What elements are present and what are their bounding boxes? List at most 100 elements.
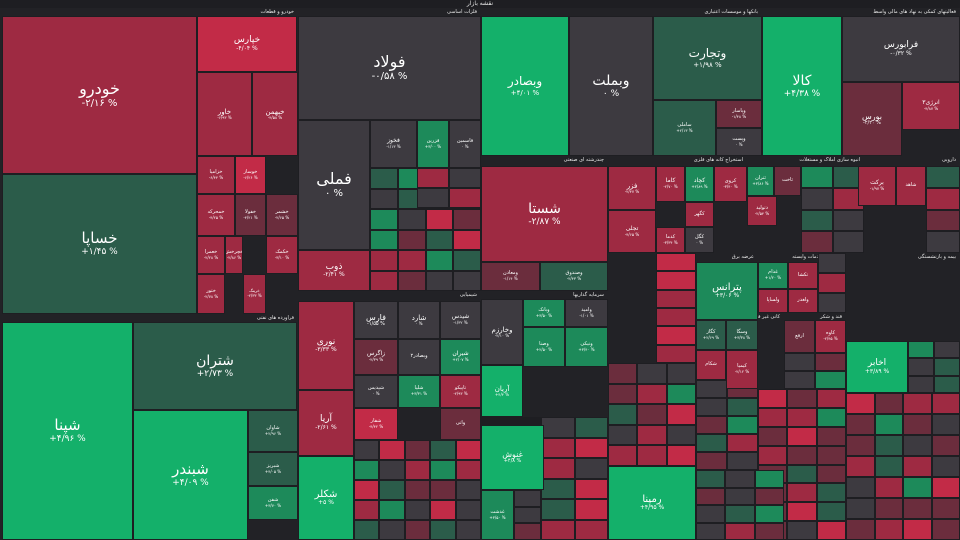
stock-tile[interactable]: خوساز -۶/۲۶ % (235, 156, 266, 194)
stock-tile[interactable] (397, 250, 426, 271)
stock-tile[interactable] (370, 168, 398, 189)
stock-tile[interactable] (404, 480, 431, 500)
stock-tile[interactable] (801, 209, 833, 232)
stock-tile[interactable] (874, 456, 903, 477)
stock-tile[interactable]: غنوش +۴/۸ % (481, 425, 544, 490)
stock-tile[interactable]: ولساپا (758, 289, 788, 313)
stock-tile[interactable] (727, 452, 758, 470)
stock-tile[interactable] (696, 416, 727, 434)
stock-tile[interactable] (903, 435, 932, 456)
stock-tile[interactable] (926, 187, 960, 210)
stock-tile[interactable] (430, 460, 456, 480)
stock-tile[interactable] (846, 498, 875, 519)
stock-tile[interactable] (514, 523, 541, 540)
stock-tile[interactable]: برکت -۱/۹۷ % (858, 166, 896, 206)
stock-tile[interactable]: خعمرا -۲/۲۸ % (197, 236, 225, 274)
stock-tile[interactable]: کروی -۳/۴۰ % (714, 166, 747, 202)
stock-tile[interactable] (637, 363, 667, 384)
stock-tile[interactable] (846, 435, 875, 456)
stock-tile[interactable] (425, 209, 454, 230)
stock-tile[interactable] (696, 487, 726, 505)
stock-tile[interactable] (404, 460, 431, 480)
stock-tile[interactable] (696, 452, 727, 470)
stock-tile[interactable] (903, 498, 932, 519)
stock-tile[interactable] (754, 505, 784, 523)
stock-tile[interactable] (727, 398, 758, 416)
stock-tile[interactable]: وپاسار -۱/۴۸ % (716, 100, 762, 128)
stock-tile[interactable]: وبملت ۰ % (569, 16, 653, 156)
stock-tile[interactable] (666, 445, 696, 466)
stock-tile[interactable] (816, 464, 846, 484)
stock-tile[interactable]: شپنا +۴/۹۶ % (2, 322, 133, 540)
stock-tile[interactable]: انرژی۳ -۴/۸۷ % (902, 82, 960, 130)
stock-tile[interactable] (758, 389, 788, 408)
stock-tile[interactable]: فولاد -۰/۵۸ % (298, 16, 481, 120)
stock-tile[interactable] (370, 229, 398, 250)
stock-tile[interactable] (453, 250, 481, 271)
stock-tile[interactable] (354, 440, 380, 460)
stock-tile[interactable] (370, 188, 398, 209)
stock-tile[interactable] (784, 371, 815, 389)
stock-tile[interactable] (934, 341, 960, 359)
stock-tile[interactable] (397, 270, 426, 291)
stock-tile[interactable] (574, 417, 608, 438)
stock-tile[interactable] (404, 520, 431, 540)
stock-tile[interactable] (541, 499, 575, 520)
stock-tile[interactable] (787, 445, 817, 465)
stock-tile[interactable] (379, 440, 405, 460)
stock-tile[interactable]: شستا -۲/۸۷ % (481, 166, 608, 262)
stock-tile[interactable]: غدشت +۳/۵۰ % (481, 490, 514, 540)
stock-tile[interactable] (425, 270, 454, 291)
stock-tile[interactable] (931, 519, 960, 540)
stock-tile[interactable]: شپدیس ۰ % (354, 375, 398, 408)
stock-tile[interactable] (874, 393, 903, 414)
stock-tile[interactable] (608, 404, 638, 425)
stock-tile[interactable] (379, 460, 405, 480)
stock-tile[interactable] (846, 477, 875, 498)
stock-tile[interactable] (832, 231, 864, 253)
stock-tile[interactable] (370, 250, 398, 271)
stock-tile[interactable]: وبصادر۲ (398, 339, 440, 375)
stock-tile[interactable] (455, 460, 481, 480)
stock-tile[interactable] (666, 383, 696, 405)
stock-tile[interactable] (815, 371, 846, 389)
stock-tile[interactable]: شکام (696, 350, 726, 380)
stock-tile[interactable]: خزامیا -۶/۴۴ % (197, 156, 235, 194)
stock-tile[interactable] (846, 519, 875, 540)
stock-tile[interactable]: ساملی +۲/۱۳ % (653, 100, 716, 156)
stock-tile[interactable] (934, 375, 960, 393)
stock-tile[interactable]: وتجارت +۱/۹۸ % (653, 16, 762, 100)
stock-tile[interactable] (696, 434, 727, 452)
stock-tile[interactable] (926, 166, 960, 188)
stock-tile[interactable] (908, 358, 934, 376)
stock-tile[interactable] (404, 500, 431, 520)
stock-tile[interactable] (818, 273, 846, 293)
stock-tile[interactable]: فزر -۲/۴۷ % (608, 166, 656, 210)
stock-tile[interactable] (666, 404, 696, 425)
stock-tile[interactable]: کگهر (685, 202, 714, 227)
stock-tile[interactable]: شبندر +۴/۰۹ % (133, 410, 248, 540)
stock-tile[interactable]: وسگا +۳/۳۸ % (726, 320, 758, 350)
stock-tile[interactable] (696, 522, 726, 540)
stock-tile[interactable]: کدما -۳/۳۴ % (656, 227, 685, 253)
stock-tile[interactable] (787, 464, 817, 484)
stock-tile[interactable] (754, 487, 784, 505)
stock-tile[interactable]: پترانس +۳/۰۶ % (696, 262, 758, 320)
stock-tile[interactable] (574, 458, 608, 479)
stock-tile[interactable] (832, 209, 864, 232)
stock-tile[interactable] (787, 389, 817, 408)
stock-tile[interactable] (874, 519, 903, 540)
stock-tile[interactable]: وخارزم -۲/۱۰ % (481, 299, 523, 365)
stock-tile[interactable] (696, 505, 726, 523)
stock-tile[interactable] (514, 490, 541, 507)
stock-tile[interactable] (784, 353, 815, 371)
stock-tile[interactable] (397, 229, 426, 250)
stock-tile[interactable] (656, 271, 696, 290)
stock-tile[interactable]: واتی (440, 408, 481, 440)
stock-tile[interactable]: شیدس -۱/۳۲ % (440, 301, 481, 339)
stock-tile[interactable]: خرینگ -۲/۳۳ % (243, 274, 266, 314)
stock-tile[interactable]: بورس -۲/۲۰ % (842, 82, 902, 156)
stock-tile[interactable]: فرابورس -۰/۳۲ % (842, 16, 960, 82)
stock-tile[interactable]: وبصادر +۴/۰۱ % (481, 16, 569, 156)
stock-tile[interactable]: آریا -۲/۶۱ % (298, 390, 354, 456)
